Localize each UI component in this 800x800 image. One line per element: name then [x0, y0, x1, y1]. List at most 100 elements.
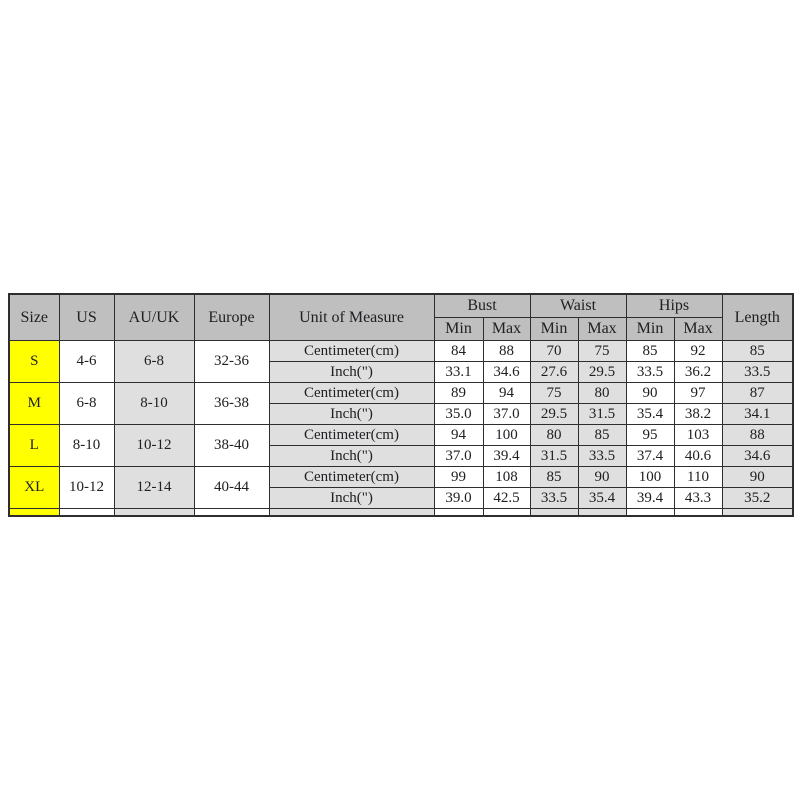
size-label-cell: XL [8, 466, 60, 509]
size-label-cell: L [8, 424, 60, 467]
value-cell: 29.5 [577, 361, 627, 383]
value-cell: 39.4 [482, 445, 531, 467]
size-label-cell: M [8, 382, 60, 425]
value-cell: 90 [625, 382, 675, 404]
size-row-l-inch: Inch(") 37.0 39.4 31.5 33.5 37.4 40.6 34… [9, 445, 794, 467]
value-cell: 87 [721, 382, 794, 404]
unit-cell-cm: Centimeter(cm) [268, 424, 435, 446]
value-cell: 100 [482, 424, 531, 446]
col-header-hips: Hips [625, 293, 723, 318]
value-cell: 34.6 [482, 361, 531, 383]
unit-cell-inch: Inch(") [268, 487, 435, 509]
header-row-minmax: Min Max Min Max Min Max [9, 317, 793, 341]
col-header-hips-min: Min [625, 317, 675, 341]
cropped-cell [58, 508, 115, 517]
value-cell: 100 [625, 466, 675, 488]
size-row-s-inch: Inch(") 33.1 34.6 27.6 29.5 33.5 36.2 33… [9, 361, 794, 383]
value-cell: 94 [482, 382, 531, 404]
cropped-cell [482, 508, 531, 517]
value-cell: 37.0 [433, 445, 484, 467]
unit-cell-cm: Centimeter(cm) [268, 382, 435, 404]
size-chart-table: Size US AU/UK Europe Unit of Measure Bus… [8, 293, 795, 517]
size-row-xl-cm: XL 10-12 12-14 40-44 Centimeter(cm) 99 1… [8, 466, 794, 509]
us-size-cell: 8-10 [58, 424, 115, 467]
value-cell: 92 [673, 340, 723, 362]
cropped-cell [625, 508, 675, 517]
cropped-cell [268, 508, 435, 517]
unit-cell-inch: Inch(") [268, 445, 435, 467]
col-header-bust: Bust [433, 293, 531, 318]
value-cell: 94 [433, 424, 484, 446]
europe-size-cell: 40-44 [193, 466, 270, 509]
value-cell: 31.5 [529, 445, 579, 467]
value-cell: 33.5 [721, 361, 794, 383]
value-cell: 33.5 [529, 487, 579, 509]
size-row-s-cm: S 4-6 6-8 32-36 Centimeter(cm) 84 88 70 … [8, 340, 794, 383]
value-cell: 99 [433, 466, 484, 488]
value-cell: 80 [529, 424, 579, 446]
value-cell: 88 [721, 424, 794, 446]
value-cell: 27.6 [529, 361, 579, 383]
value-cell: 43.3 [673, 487, 723, 509]
cropped-partial-row [8, 508, 794, 517]
col-header-bust-min: Min [433, 317, 484, 341]
cropped-cell [8, 508, 60, 517]
au-uk-size-cell: 12-14 [113, 466, 195, 509]
value-cell: 75 [577, 340, 627, 362]
value-cell: 40.6 [673, 445, 723, 467]
cropped-cell [529, 508, 579, 517]
value-cell: 85 [577, 424, 627, 446]
col-header-waist-max: Max [577, 317, 627, 341]
au-uk-size-cell: 8-10 [113, 382, 195, 425]
col-header-size: Size [8, 293, 60, 341]
value-cell: 108 [482, 466, 531, 488]
value-cell: 37.0 [482, 403, 531, 425]
size-chart: Size US AU/UK Europe Unit of Measure Bus… [8, 293, 795, 517]
value-cell: 35.2 [721, 487, 794, 509]
value-cell: 39.4 [625, 487, 675, 509]
unit-cell-cm: Centimeter(cm) [268, 340, 435, 362]
value-cell: 85 [529, 466, 579, 488]
value-cell: 85 [721, 340, 794, 362]
value-cell: 70 [529, 340, 579, 362]
au-uk-size-cell: 6-8 [113, 340, 195, 383]
value-cell: 33.5 [577, 445, 627, 467]
value-cell: 103 [673, 424, 723, 446]
value-cell: 35.0 [433, 403, 484, 425]
value-cell: 42.5 [482, 487, 531, 509]
size-row-m-inch: Inch(") 35.0 37.0 29.5 31.5 35.4 38.2 34… [9, 403, 794, 425]
cropped-cell [577, 508, 627, 517]
value-cell: 36.2 [673, 361, 723, 383]
europe-size-cell: 32-36 [193, 340, 270, 383]
cropped-cell [433, 508, 484, 517]
value-cell: 29.5 [529, 403, 579, 425]
value-cell: 33.5 [625, 361, 675, 383]
cropped-cell [113, 508, 195, 517]
europe-size-cell: 36-38 [193, 382, 270, 425]
value-cell: 35.4 [577, 487, 627, 509]
unit-cell-inch: Inch(") [268, 403, 435, 425]
col-header-au-uk: AU/UK [113, 293, 195, 341]
unit-cell-cm: Centimeter(cm) [268, 466, 435, 488]
value-cell: 39.0 [433, 487, 484, 509]
value-cell: 88 [482, 340, 531, 362]
europe-size-cell: 38-40 [193, 424, 270, 467]
au-uk-size-cell: 10-12 [113, 424, 195, 467]
value-cell: 110 [673, 466, 723, 488]
col-header-hips-max: Max [673, 317, 723, 341]
value-cell: 97 [673, 382, 723, 404]
value-cell: 85 [625, 340, 675, 362]
cropped-cell [193, 508, 270, 517]
value-cell: 38.2 [673, 403, 723, 425]
value-cell: 90 [721, 466, 794, 488]
col-header-unit-of-measure: Unit of Measure [268, 293, 435, 341]
value-cell: 35.4 [625, 403, 675, 425]
value-cell: 37.4 [625, 445, 675, 467]
value-cell: 89 [433, 382, 484, 404]
size-row-l-cm: L 8-10 10-12 38-40 Centimeter(cm) 94 100… [8, 424, 794, 467]
value-cell: 80 [577, 382, 627, 404]
value-cell: 95 [625, 424, 675, 446]
cropped-cell [721, 508, 794, 517]
value-cell: 33.1 [433, 361, 484, 383]
